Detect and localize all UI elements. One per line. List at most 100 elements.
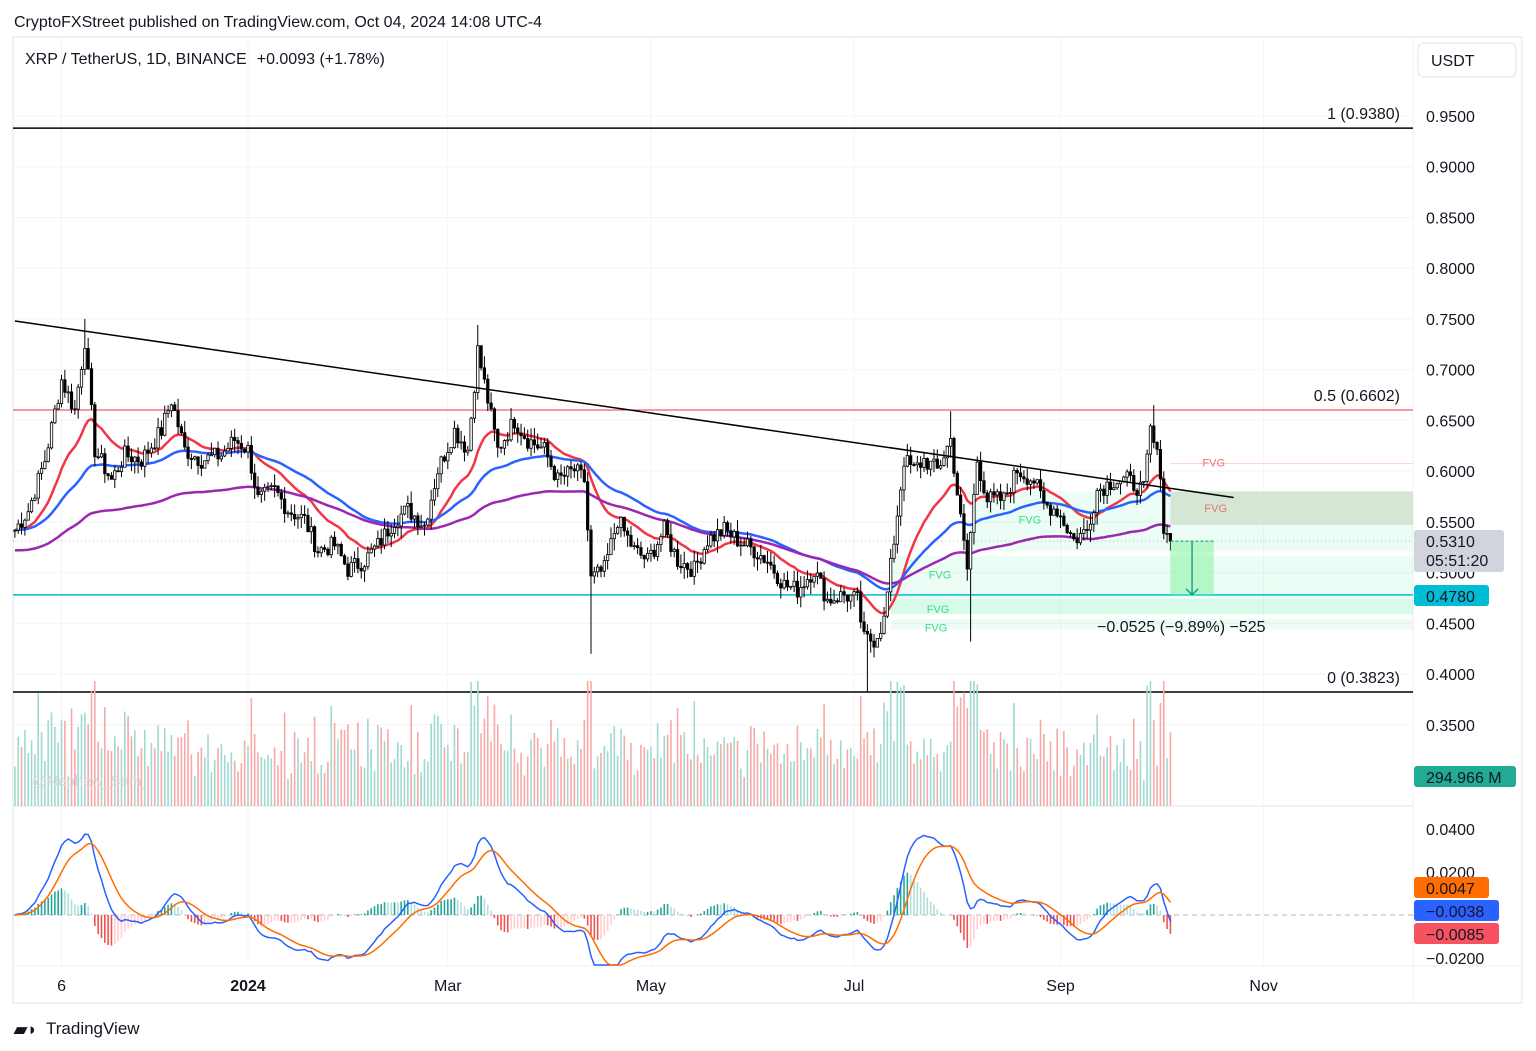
candle [296,514,300,529]
candle [872,634,876,658]
candle [566,465,570,487]
candle [915,455,919,472]
volume-bar [656,723,659,806]
candle [29,497,34,514]
volume-bar [786,743,789,806]
volume-bar [37,692,40,806]
candle [116,466,120,473]
candle [299,505,303,528]
candle [789,585,793,590]
macd-histogram-bar [666,904,669,915]
candle-body [103,453,107,475]
candle-body [213,447,217,456]
symbol-legend[interactable]: XRP / TetherUS, 1D, BINANCE +0.0093 (+1.7… [25,51,385,68]
volume-bar [1099,755,1102,806]
macd-histogram-bar [773,915,775,922]
macd-histogram-bar [94,915,96,927]
candle-body [1148,425,1153,455]
candle [932,449,936,473]
candle [199,454,203,477]
candle [685,562,690,578]
candle-body [665,520,670,536]
macd-histogram-bar [1162,915,1165,923]
candle-body [985,492,989,503]
candle-body [526,438,530,449]
macd-histogram-bar [869,915,872,923]
candle-body [529,439,533,449]
macd-histogram-bar [67,893,69,915]
macd-histogram-bar [54,891,56,915]
candle-body [835,600,840,603]
macd-histogram-bar [766,915,769,920]
trendline-line[interactable] [14,320,1234,499]
macd-histogram-bar [407,900,409,915]
volume-bar [470,682,472,806]
volume-bar [676,708,679,806]
volume-bar [94,681,96,806]
volume-bar [793,761,795,806]
macd-histogram-bar [490,910,492,915]
candle-body [669,534,673,552]
candle-body [23,519,27,528]
currency-button-label[interactable]: USDT [1431,53,1475,70]
volume-bar [273,747,276,806]
candle [1092,509,1096,533]
volume-bar [476,681,479,806]
candle [73,399,77,415]
macd-histogram-bar [1139,912,1142,915]
candle-body [712,534,716,542]
candle [629,526,633,548]
volume-bar [1142,780,1145,806]
candle-body [692,560,696,577]
volume-bar [919,759,922,806]
candle-body [679,566,683,569]
candle-body [196,456,200,466]
macd-histogram-bar [423,911,426,915]
candle-body [402,505,407,515]
candle-body [1062,515,1066,526]
volume-bar [67,776,69,806]
candle [432,478,437,506]
candle-body [13,529,17,532]
last-price-badge-bg [1414,530,1504,572]
macd-histogram-bar [453,897,456,915]
candle-body [855,591,859,594]
volume-bar [340,729,343,806]
macd-histogram-bar [60,888,63,915]
candle-body [1102,488,1106,496]
volume-bar [50,712,53,806]
macd-histogram-bar [593,915,596,940]
macd-histogram-bar [926,897,929,915]
ema-line [14,449,1172,591]
macd-histogram-bar [513,915,516,929]
volume-bar [197,751,199,806]
volume-bar [833,763,835,806]
candle [1075,528,1079,550]
candle [149,442,154,458]
macd-histogram-bar [516,915,519,929]
candle-body [1072,533,1076,540]
trendline[interactable] [14,320,1234,499]
macd-histogram-bar [1049,915,1052,924]
candle-body [699,561,703,564]
volume-bar [606,751,609,806]
candle-body [26,511,30,521]
measure-tool[interactable]: −0.0525 (−9.89%) −525 [1097,540,1266,636]
macd-histogram-bar [799,915,802,920]
candle [602,555,606,577]
candle [106,472,110,481]
candle-body [309,526,313,533]
macd-histogram-bar [283,915,286,923]
macd-histogram-bar [114,915,116,944]
candle [342,553,347,566]
macd-histogram-bar [437,904,439,915]
candle [862,611,866,635]
currency-button[interactable]: USDT [1417,42,1517,78]
macd-histogram-bar [240,912,243,915]
candle-body [612,532,616,540]
volume-bar [983,731,985,806]
candle-body [339,544,343,557]
last-price-badge-text: 0.5310 [1426,534,1475,551]
signal-badge-text: 0.0047 [1426,881,1475,898]
